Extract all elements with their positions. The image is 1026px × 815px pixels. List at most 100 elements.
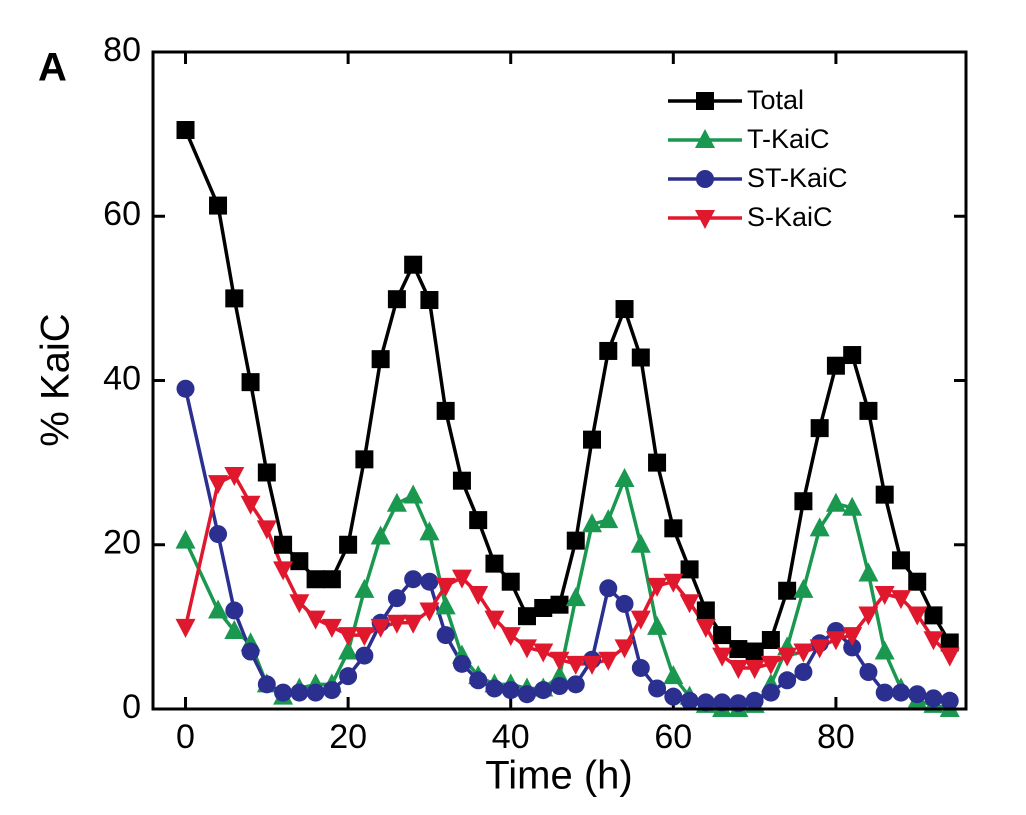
legend-label: ST-KaiC <box>747 163 848 193</box>
marker <box>322 681 341 700</box>
marker <box>810 419 829 438</box>
marker <box>306 683 325 702</box>
marker <box>778 671 797 690</box>
marker <box>273 561 294 581</box>
marker <box>565 655 586 675</box>
marker <box>664 519 683 538</box>
marker <box>713 626 732 645</box>
marker <box>744 659 765 679</box>
marker <box>225 289 244 308</box>
marker <box>420 291 439 310</box>
marker <box>225 601 244 620</box>
marker <box>940 633 959 652</box>
marker <box>208 475 229 495</box>
marker <box>843 638 862 657</box>
marker <box>209 196 228 215</box>
marker <box>761 683 780 702</box>
marker <box>825 631 846 651</box>
marker <box>842 496 863 516</box>
marker <box>517 685 536 704</box>
marker <box>793 578 814 598</box>
marker <box>534 598 553 617</box>
marker <box>549 651 570 671</box>
marker <box>631 658 650 677</box>
marker <box>582 513 603 533</box>
x-tick-label: 60 <box>654 718 692 756</box>
marker <box>370 618 391 638</box>
marker <box>842 627 863 647</box>
marker <box>404 570 423 589</box>
marker <box>858 562 879 582</box>
marker <box>257 675 276 694</box>
marker <box>339 535 358 554</box>
marker <box>648 453 667 472</box>
marker <box>826 356 845 375</box>
marker <box>501 572 520 591</box>
marker <box>451 569 472 589</box>
marker <box>436 401 455 420</box>
marker <box>501 681 520 700</box>
marker <box>760 655 781 675</box>
legend-label: S-KaiC <box>747 202 833 232</box>
marker <box>257 463 276 482</box>
marker <box>778 581 797 600</box>
marker <box>745 691 764 710</box>
marker <box>469 671 488 690</box>
marker <box>354 627 375 647</box>
marker <box>485 554 504 573</box>
marker <box>240 495 261 515</box>
marker <box>696 601 715 620</box>
y-axis-label: % KaiC <box>34 313 78 446</box>
marker <box>387 290 406 309</box>
marker <box>452 654 471 673</box>
marker <box>469 511 488 530</box>
marker <box>614 468 635 488</box>
x-tick-label: 40 <box>492 718 530 756</box>
y-tick-label: 40 <box>103 359 141 397</box>
marker <box>321 618 342 638</box>
marker <box>435 577 456 597</box>
marker <box>209 525 228 544</box>
marker <box>924 689 943 708</box>
marker <box>761 631 780 650</box>
marker <box>647 615 668 635</box>
marker <box>728 659 749 679</box>
marker <box>224 619 245 639</box>
panel-label: A <box>38 46 67 90</box>
marker <box>631 348 650 367</box>
marker <box>908 572 927 591</box>
marker <box>175 529 196 549</box>
marker <box>534 681 553 700</box>
marker <box>403 484 424 504</box>
marker <box>355 450 374 469</box>
marker <box>809 517 830 537</box>
legend-marker <box>696 170 714 188</box>
marker <box>908 685 927 704</box>
marker <box>599 341 618 360</box>
marker <box>241 642 260 661</box>
marker <box>680 691 699 710</box>
marker <box>825 492 846 512</box>
marker <box>435 595 456 615</box>
marker <box>939 647 960 667</box>
legend-marker <box>695 210 715 229</box>
marker <box>256 520 277 540</box>
marker <box>517 607 536 626</box>
marker <box>907 606 928 626</box>
marker <box>874 640 895 660</box>
series-line <box>183 129 952 654</box>
marker <box>712 647 733 667</box>
marker <box>890 590 911 610</box>
marker <box>224 466 245 486</box>
y-tick-label: 60 <box>103 195 141 233</box>
series-line <box>183 477 951 711</box>
marker <box>370 525 391 545</box>
marker <box>859 401 878 420</box>
marker <box>371 350 390 369</box>
legend-marker <box>695 129 715 148</box>
marker <box>583 430 602 449</box>
marker <box>387 589 406 608</box>
marker <box>420 572 439 591</box>
x-tick-label: 0 <box>176 718 195 756</box>
